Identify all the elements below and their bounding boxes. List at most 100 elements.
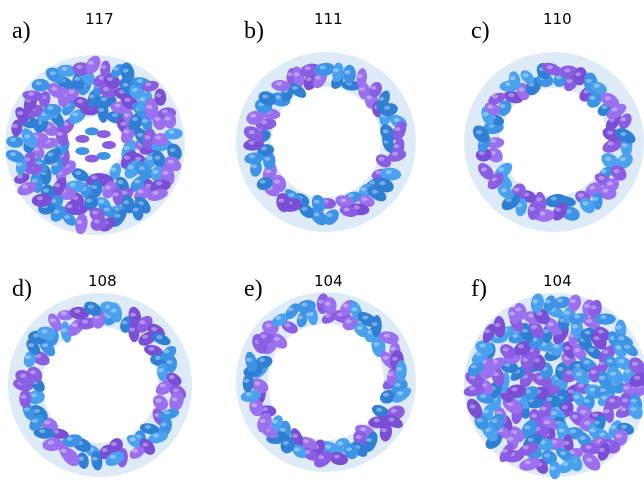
subunit-highlight (17, 111, 23, 115)
subunit-highlight (361, 187, 367, 191)
subunit-highlight (586, 319, 592, 323)
subunit-highlight (622, 398, 628, 402)
subunit-highlight (74, 309, 80, 313)
subunit-highlight (391, 409, 397, 413)
subunit-highlight (607, 359, 613, 363)
subunit-highlight (614, 169, 620, 173)
subunit-highlight (594, 421, 600, 425)
subunit-highlight (100, 65, 106, 69)
subunit-highlight (574, 395, 580, 399)
panel-label: f) (471, 276, 487, 302)
subunit-highlight (514, 188, 520, 192)
subunit-highlight (346, 319, 352, 323)
subunit-highlight (260, 419, 266, 423)
subunit-highlight (374, 418, 380, 422)
subunit-highlight (545, 300, 551, 304)
subunit-highlight (306, 77, 312, 81)
subunit-highlight (589, 186, 595, 190)
subunit-highlight (523, 445, 529, 449)
subunit-highlight (575, 364, 581, 368)
subunit-highlight (48, 441, 54, 445)
subunit-highlight (624, 345, 630, 349)
subunit-highlight (362, 197, 368, 201)
subunit-highlight (570, 299, 576, 303)
subunit-highlight (601, 396, 607, 400)
subunit-highlight (609, 399, 615, 403)
subunit-highlight (599, 433, 605, 437)
panel-number: 111 (314, 10, 343, 28)
subunit-highlight (64, 215, 70, 219)
subunit-highlight (572, 324, 578, 328)
subunit-highlight (61, 311, 67, 315)
subunit-highlight (599, 448, 605, 452)
subunit-highlight (570, 429, 576, 433)
subunit-highlight (132, 88, 138, 92)
subunit-highlight (165, 117, 171, 121)
subunit-highlight (292, 434, 298, 438)
subunit-highlight (363, 316, 369, 320)
subunit-highlight (492, 419, 498, 423)
subunit-highlight (387, 372, 393, 376)
subunit-highlight (557, 367, 563, 371)
panel-label: b) (244, 18, 264, 44)
subunit-highlight (325, 445, 331, 449)
subunit-highlight (259, 358, 265, 362)
subunit-highlight (243, 379, 249, 383)
subunit-highlight (142, 119, 148, 123)
subunit-highlight (246, 358, 252, 362)
subunit-highlight (125, 98, 131, 102)
subunit-highlight (147, 156, 153, 160)
subunit-highlight (20, 374, 26, 378)
subunit-highlight (378, 97, 384, 101)
subunit-highlight (43, 188, 49, 192)
subunit-highlight (142, 335, 148, 339)
cage (463, 293, 644, 480)
subunit-highlight (572, 415, 578, 419)
subunit-highlight (25, 355, 31, 359)
subunit-highlight (24, 407, 30, 411)
subunit-highlight (69, 90, 75, 94)
subunit-highlight (492, 95, 498, 99)
subunit-highlight (544, 420, 550, 424)
subunit-highlight (260, 180, 266, 184)
subunit-highlight (480, 344, 486, 348)
subunit-highlight (384, 106, 390, 110)
subunit-highlight (155, 356, 161, 360)
subunit-highlight (557, 298, 563, 302)
subunit-highlight (102, 448, 108, 452)
subunit-highlight (42, 343, 48, 347)
subunit-highlight (262, 95, 268, 99)
subunit-highlight (163, 171, 169, 175)
subunit-highlight (374, 342, 380, 346)
subunit-highlight (345, 70, 351, 74)
subunit-highlight (111, 309, 117, 313)
subunit-highlight (551, 411, 557, 415)
subunit-highlight (589, 388, 595, 392)
subunit-highlight (17, 174, 23, 178)
subunit-highlight (556, 75, 562, 79)
subunit-highlight (72, 112, 78, 116)
subunit-highlight (72, 323, 78, 327)
subunit-highlight (522, 73, 528, 77)
subunit-highlight (250, 114, 256, 118)
subunit-highlight (605, 96, 611, 100)
subunit-highlight (487, 105, 493, 109)
subunit-highlight (578, 193, 584, 197)
subunit-highlight (620, 117, 626, 121)
subunit-highlight (67, 437, 73, 441)
subunit-highlight (287, 72, 293, 76)
subunit-highlight (260, 334, 266, 338)
panel-number: 117 (85, 10, 114, 28)
subunit-highlight (153, 434, 159, 438)
subunit (85, 155, 99, 163)
subunit-highlight (337, 441, 343, 445)
subunit-highlight (566, 79, 572, 83)
subunit-highlight (584, 304, 590, 308)
subunit-highlight (278, 199, 284, 203)
subunit-highlight (272, 420, 278, 424)
subunit-highlight (483, 112, 489, 116)
subunit-highlight (372, 322, 378, 326)
subunit-highlight (70, 183, 76, 187)
subunit-highlight (510, 76, 516, 80)
subunit-highlight (576, 372, 582, 376)
